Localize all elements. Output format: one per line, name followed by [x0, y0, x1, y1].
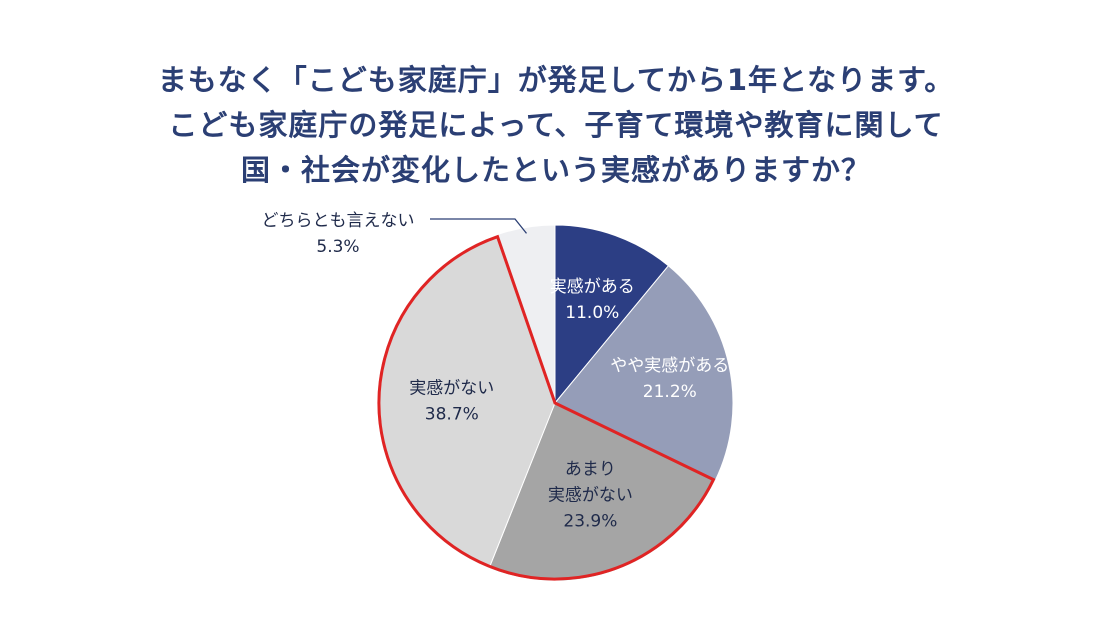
highlight-outline: [377, 234, 716, 581]
chart-title-line-2: こども家庭庁の発足によって、子育て環境や教育に関して: [168, 108, 944, 142]
pie-slice-3: [488, 402, 716, 582]
chart-title-line-1: まもなく「こども家庭庁」が発足してから1年となります。: [157, 63, 955, 97]
slice-value-3: 23.9%: [563, 511, 617, 531]
slice-label-3-1: あまり: [565, 459, 616, 479]
slice-value-1: 11.0%: [565, 303, 619, 323]
chart-title-line-3: 国・社会が変化したという実感がありますか？: [240, 153, 871, 187]
slice-label-3-2: 実感がない: [548, 485, 633, 505]
pie-slice-4: [376, 234, 556, 569]
slice-label-2-1: やや実感がある: [610, 356, 729, 376]
slice-label-1-1: 実感がある: [550, 277, 635, 297]
slice-value-5: 5.3%: [316, 237, 359, 257]
leader-line: [430, 218, 528, 234]
pie-slice-1: [554, 224, 670, 405]
slice-label-5: どちらとも言えない: [262, 211, 415, 231]
slice-label-4-1: 実感がない: [409, 379, 494, 399]
slice-value-4: 38.7%: [425, 405, 479, 425]
pie-slice-2: [554, 265, 734, 482]
chart-title: まもなく「こども家庭庁」が発足してから1年となります。 こども家庭庁の発足によっ…: [0, 58, 1112, 193]
slice-value-2: 21.2%: [643, 382, 697, 402]
